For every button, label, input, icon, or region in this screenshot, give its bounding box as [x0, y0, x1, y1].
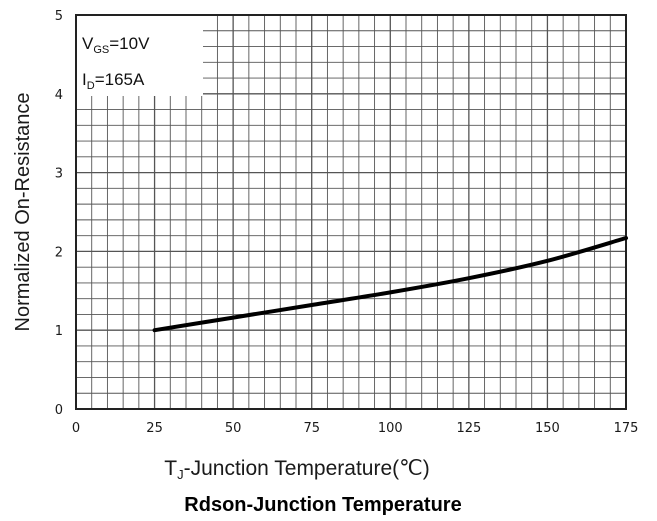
chart-title: Rdson-Junction Temperature — [184, 494, 461, 516]
y-tick-label: 0 — [55, 403, 63, 418]
x-axis-label-rest: -Junction Temperature(℃) — [184, 457, 430, 480]
x-tick-label: 50 — [225, 421, 242, 436]
x-tick-label: 100 — [378, 421, 403, 436]
annotation-vgs-main: V — [82, 34, 94, 53]
x-tick-label: 75 — [303, 421, 320, 436]
annotation-vgs-sub: GS — [93, 44, 109, 56]
x-tick-label: 25 — [146, 421, 163, 436]
x-tick-label: 175 — [614, 421, 639, 436]
plot-frame — [75, 14, 627, 410]
x-tick-label: 0 — [72, 421, 80, 436]
y-axis-label: Normalized On-Resistance — [12, 93, 34, 332]
y-tick-label: 4 — [55, 88, 63, 103]
annotation-vgs: VGS=10V — [82, 34, 150, 56]
annotation-box: VGS=10V ID=165A — [77, 16, 203, 96]
x-axis-label-sub: J — [177, 467, 184, 482]
x-axis-label: TJ-Junction Temperature(℃) — [164, 457, 429, 482]
y-tick-label: 1 — [55, 324, 63, 339]
y-tick-label: 3 — [55, 167, 63, 182]
y-tick-label: 5 — [55, 9, 63, 24]
annotation-id-rest: =165A — [95, 70, 145, 89]
y-tick-label: 2 — [55, 245, 63, 260]
y-tick-labels: 0 1 2 3 4 5 — [55, 9, 63, 418]
series-line — [152, 236, 628, 333]
annotation-vgs-rest: =10V — [109, 34, 150, 53]
x-tick-label: 125 — [456, 421, 481, 436]
annotation-id-main: I — [82, 70, 87, 89]
x-axis-label-prefix: T — [164, 457, 177, 480]
x-tick-labels: 0 25 50 75 100 125 150 175 — [72, 421, 639, 436]
annotation-id: ID=165A — [82, 70, 145, 92]
x-tick-label: 150 — [535, 421, 560, 436]
annotation-id-sub: D — [87, 80, 95, 92]
annotation-background — [77, 16, 203, 96]
